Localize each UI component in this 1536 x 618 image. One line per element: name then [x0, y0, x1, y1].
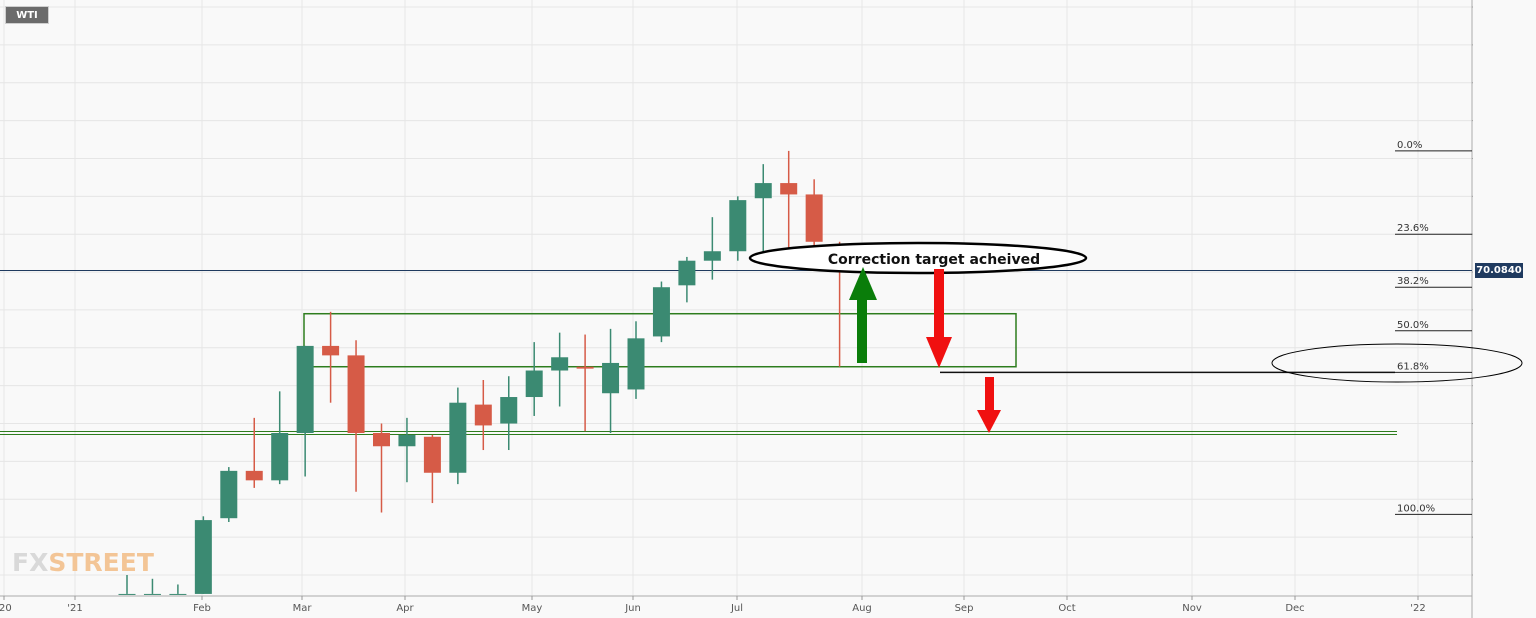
x-tick-label: Apr	[396, 603, 414, 614]
fib-label: 38.2%	[1397, 276, 1429, 287]
x-tick-label: Nov	[1182, 603, 1202, 614]
candle-up	[398, 434, 416, 447]
candle-down	[373, 433, 390, 447]
fib-label: 100.0%	[1397, 503, 1435, 514]
x-tick-label: Oct	[1058, 603, 1075, 614]
candle-up	[678, 260, 696, 286]
x-tick-label: May	[522, 603, 543, 614]
candle-down	[805, 194, 823, 242]
candle-up	[602, 362, 620, 394]
y-axis-panel	[1473, 0, 1536, 618]
candle-up	[449, 402, 467, 473]
candle-up	[627, 338, 645, 390]
x-tick-label: Mar	[293, 603, 313, 614]
candle-up	[118, 593, 136, 595]
candle-up	[500, 397, 518, 424]
current-price-tag: 70.0840	[1475, 263, 1523, 278]
plot-area	[0, 0, 1472, 596]
candle-up	[143, 593, 161, 595]
down-arrow-1-head	[926, 337, 952, 368]
candle-down	[423, 436, 441, 473]
x-tick-label: Feb	[193, 603, 211, 614]
candle-up	[551, 357, 569, 371]
fib-label: 50.0%	[1397, 320, 1429, 331]
x-tick-label: Dec	[1285, 603, 1304, 614]
candle-up	[169, 593, 187, 595]
down-arrow-2-head	[977, 410, 1001, 433]
up-arrow-head	[849, 267, 877, 300]
candle-up	[729, 200, 747, 252]
x-tick-label: '20	[0, 603, 12, 614]
candle-down	[245, 470, 263, 481]
candle-up	[652, 287, 670, 337]
fib-618-ellipse	[1271, 343, 1523, 383]
candle-down	[347, 355, 365, 433]
candle-up	[271, 433, 289, 481]
candle-up	[525, 370, 543, 398]
symbol-badge[interactable]: WTI	[5, 6, 49, 24]
down-arrow-2-shaft	[985, 377, 994, 412]
annotation-ellipse	[748, 241, 1088, 275]
fib-label: 61.8%	[1397, 361, 1429, 372]
candle-down	[474, 404, 492, 426]
candle-up	[703, 251, 721, 261]
candle-down	[780, 183, 798, 195]
up-arrow-shaft	[857, 298, 867, 363]
fxstreet-logo: FXSTREET	[12, 548, 154, 577]
x-tick-label: '21	[67, 603, 82, 614]
annotation-text: Correction target acheived	[828, 252, 1040, 268]
fib-label: 0.0%	[1397, 140, 1422, 151]
x-tick-label: Sep	[955, 603, 974, 614]
down-arrow-1-shaft	[934, 269, 944, 339]
x-tick-label: Jul	[730, 603, 743, 614]
candle-down	[576, 366, 594, 369]
candle-up	[296, 345, 314, 433]
x-tick-label: Aug	[852, 603, 872, 614]
candle-up	[220, 470, 238, 519]
x-tick-label: Jun	[624, 603, 641, 614]
candle-down	[322, 345, 340, 356]
fib-label: 23.6%	[1397, 223, 1429, 234]
x-tick-label: '22	[1410, 603, 1425, 614]
candle-up	[194, 520, 212, 594]
candle-up	[754, 183, 772, 199]
